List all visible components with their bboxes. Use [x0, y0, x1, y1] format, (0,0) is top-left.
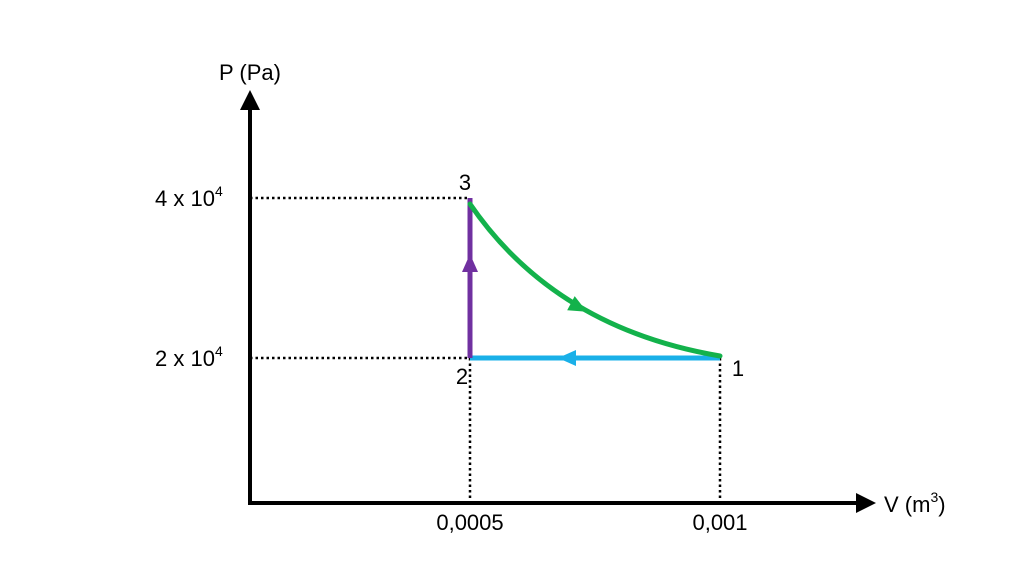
guide-lines	[250, 196, 722, 503]
point-label-1: 1	[732, 356, 744, 381]
process-3-1-curve	[467, 201, 723, 359]
y-tick-label: 4 x 104	[155, 183, 223, 211]
process-paths	[462, 198, 723, 366]
process-3-1-arrow	[567, 296, 587, 312]
point-label-2: 2	[456, 364, 468, 389]
y-axis-label: P (Pa)	[219, 60, 281, 85]
x-tick-label: 0,001	[692, 510, 747, 535]
tick-labels: 0,0005 0,001 2 x 104 4 x 104	[155, 183, 748, 535]
x-axis-label: V (m3)	[884, 489, 946, 517]
process-2-3-arrow	[462, 254, 478, 272]
y-tick-label: 2 x 104	[155, 343, 223, 371]
point-labels: 1 2 3	[456, 170, 744, 389]
x-tick-label: 0,0005	[436, 510, 503, 535]
point-label-3: 3	[459, 170, 471, 195]
process-1-2-arrow	[558, 350, 576, 366]
